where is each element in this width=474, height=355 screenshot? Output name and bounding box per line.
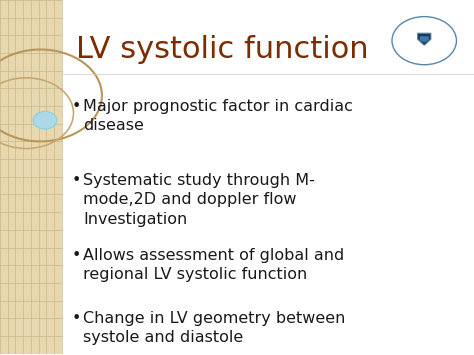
Text: •: • [71, 173, 81, 188]
Circle shape [33, 111, 57, 129]
Text: •: • [71, 99, 81, 114]
Text: LV systolic function: LV systolic function [76, 36, 368, 64]
Text: •: • [71, 311, 81, 326]
Text: Allows assessment of global and
regional LV systolic function: Allows assessment of global and regional… [83, 247, 344, 282]
Polygon shape [418, 33, 431, 45]
Text: Systematic study through M-
mode,2D and doppler flow
Investigation: Systematic study through M- mode,2D and … [83, 173, 315, 226]
Bar [0, 0, 62, 354]
Text: •: • [71, 247, 81, 262]
Text: Change in LV geometry between
systole and diastole: Change in LV geometry between systole an… [83, 311, 346, 345]
Polygon shape [420, 36, 428, 43]
Text: Major prognostic factor in cardiac
disease: Major prognostic factor in cardiac disea… [83, 99, 353, 133]
